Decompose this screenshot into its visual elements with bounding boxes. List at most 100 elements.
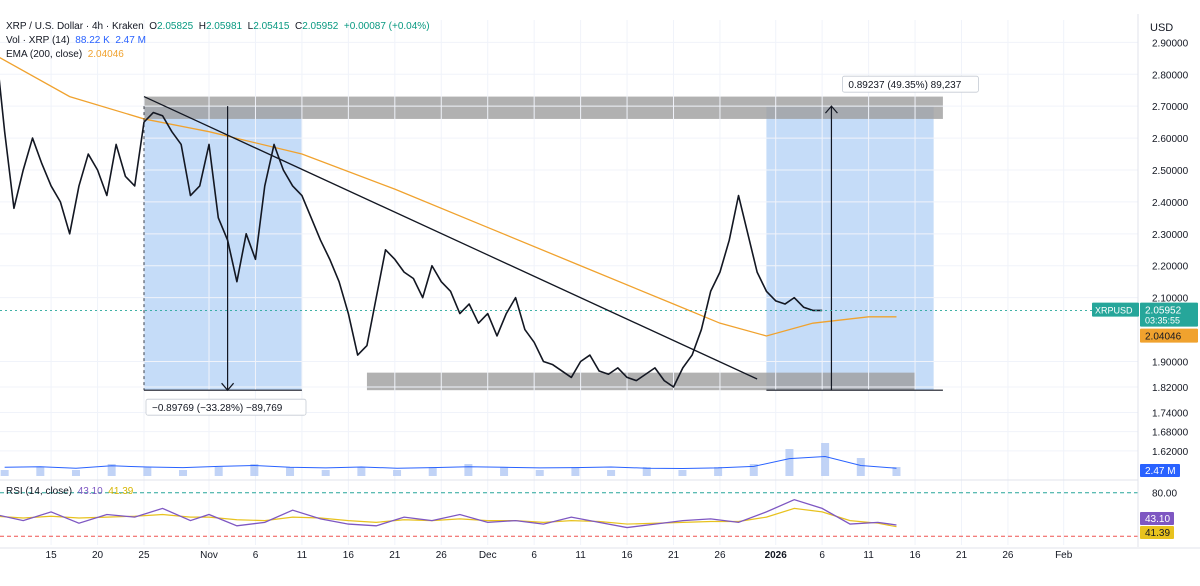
measure-up-box[interactable] [766, 106, 934, 391]
change-value: +0.00087 (+0.04%) [343, 21, 430, 32]
measure-up-arrow-head [824, 105, 838, 114]
trendline[interactable] [143, 96, 758, 380]
volume-bar-24 [856, 458, 865, 476]
measure-down-label: −0.89769 (−33.28%) −89,769 [152, 403, 283, 414]
last-price-value: 2.05952 [1145, 306, 1182, 317]
price-tick-label: 1.68000 [1152, 428, 1189, 439]
low-value: 2.05415 [253, 21, 290, 32]
price-tick-label: 1.74000 [1152, 409, 1189, 420]
price-axis: 2.90000 2.80000 2.70000 2.60000 2.50000 2.400… [0, 14, 1198, 547]
rsi-upper-label: 80.00 [1152, 489, 1177, 500]
volume-bar-5 [179, 470, 188, 476]
volume-legend-row[interactable]: Vol · XRP (14) 88.22 K 2.47 M [6, 34, 430, 48]
ema-value: 2.04046 [87, 49, 124, 60]
rsi-label: RSI (14, close) [6, 486, 73, 497]
rsi-ma-badge[interactable] [1140, 526, 1174, 539]
countdown-value: 03:35:55 [1145, 316, 1180, 326]
rsi-ma-line[interactable] [0, 507, 897, 528]
time-tick-label: 26 [436, 550, 448, 561]
volume-bar-6 [214, 467, 223, 476]
time-tick-label: 21 [389, 550, 401, 561]
time-tick-label: 16 [343, 550, 355, 561]
volume-bar-10 [357, 467, 366, 476]
price-tick-label: 2.70000 [1152, 102, 1189, 113]
price-tick-label: 2.90000 [1152, 38, 1189, 49]
currency-label[interactable]: USD [1150, 22, 1174, 34]
volume-bar-11 [393, 470, 402, 476]
volume-label: Vol · XRP (14) [6, 35, 70, 46]
volume-bar-3 [107, 464, 116, 476]
time-tick-label: 11 [297, 550, 308, 561]
price-tick-label: 2.40000 [1152, 198, 1189, 209]
price-tick-label: 1.90000 [1152, 357, 1189, 368]
rsi-pane: 80.00 43.10 41.39 [0, 479, 1177, 539]
chart-legend: XRP / U.S. Dollar · 4h · Kraken O2.05825… [6, 20, 430, 62]
time-tick-label: 20 [92, 550, 104, 561]
price-tick-label: 2.10000 [1152, 294, 1189, 305]
last-price-badge[interactable] [1140, 302, 1198, 327]
rsi-ma-value: 41.39 [108, 486, 134, 497]
volume-bar-22 [785, 449, 794, 476]
resistance-band[interactable] [143, 96, 943, 119]
ema-legend-row[interactable]: EMA (200, close) 2.04046 [6, 48, 430, 62]
rsi-line[interactable] [0, 498, 897, 529]
ohlc-row: XRP / U.S. Dollar · 4h · Kraken O2.05825… [6, 20, 430, 34]
time-tick-label: 26 [714, 550, 726, 561]
price-tick-label: 2.20000 [1152, 262, 1189, 273]
symbol-badge-text: XRPUSD [1095, 306, 1133, 316]
volume-bar-19 [678, 470, 687, 476]
volume-badge[interactable] [1140, 464, 1180, 477]
low-label: L [247, 21, 254, 32]
volume-bar-17 [607, 470, 616, 476]
volume-value-1: 88.22 K [75, 35, 110, 46]
volume-bar-15 [535, 470, 544, 476]
volume-bar-9 [321, 470, 330, 476]
measure-down-box[interactable] [143, 106, 302, 391]
rsi-ma-badge-text: 41.39 [1145, 528, 1170, 539]
volume-bar-13 [464, 464, 473, 476]
close-value: 2.05952 [302, 21, 339, 32]
symbol-line[interactable]: XRP / U.S. Dollar · 4h · Kraken [6, 21, 144, 32]
symbol-badge[interactable] [1092, 302, 1139, 317]
ema-line[interactable] [0, 55, 897, 337]
price-line[interactable] [0, 42, 823, 388]
rsi-value: 43.10 [77, 486, 103, 497]
open-value: 2.05825 [157, 21, 194, 32]
time-tick-label: 16 [909, 550, 921, 561]
volume-bar-2 [71, 470, 80, 476]
close-label: C [294, 21, 303, 32]
time-tick-label: 21 [668, 550, 680, 561]
time-tick-label: 6 [819, 550, 825, 561]
volume-bar-14 [500, 467, 509, 476]
rsi-legend[interactable]: RSI (14, close) 43.10 41.39 [6, 486, 133, 497]
time-tick-label: 26 [1002, 550, 1014, 561]
time-tick-label: Dec [479, 550, 497, 561]
price-tick-label: 2.80000 [1152, 70, 1189, 81]
drawings-layer: −0.89769 (−33.28%) −89,769 0.89237 (49.35… [143, 75, 979, 416]
zones-layer [143, 96, 943, 391]
ema-badge[interactable] [1140, 328, 1198, 343]
volume-bar-0 [0, 470, 9, 476]
volume-pane [0, 443, 901, 476]
grid-layer [0, 20, 1138, 545]
volume-bar-16 [571, 467, 580, 476]
measure-up-label: 0.89237 (49.35%) 89,237 [848, 80, 961, 91]
ema-label: EMA (200, close) [6, 49, 83, 60]
volume-bar-25 [892, 467, 901, 476]
time-tick-label: 21 [956, 550, 968, 561]
time-axis: 15 20 25 Nov 6 11 16 21 26 Dec 6 11 16 21 26 2026 6 11 16 2… [0, 547, 1200, 561]
volume-bar-12 [428, 467, 437, 476]
measure-up-label-box [842, 75, 979, 93]
support-band[interactable] [366, 372, 916, 391]
rsi-value-badge[interactable] [1140, 512, 1174, 525]
time-tick-label: 15 [46, 550, 58, 561]
volume-bar-7 [250, 464, 259, 476]
volume-value-2: 2.47 M [115, 35, 146, 46]
time-tick-label: 11 [575, 550, 586, 561]
price-tick-label: 2.50000 [1152, 166, 1189, 177]
volume-badge-value: 2.47 M [1145, 466, 1176, 477]
price-tick-label: 2.60000 [1152, 134, 1189, 145]
measure-down-label-box [145, 398, 307, 416]
